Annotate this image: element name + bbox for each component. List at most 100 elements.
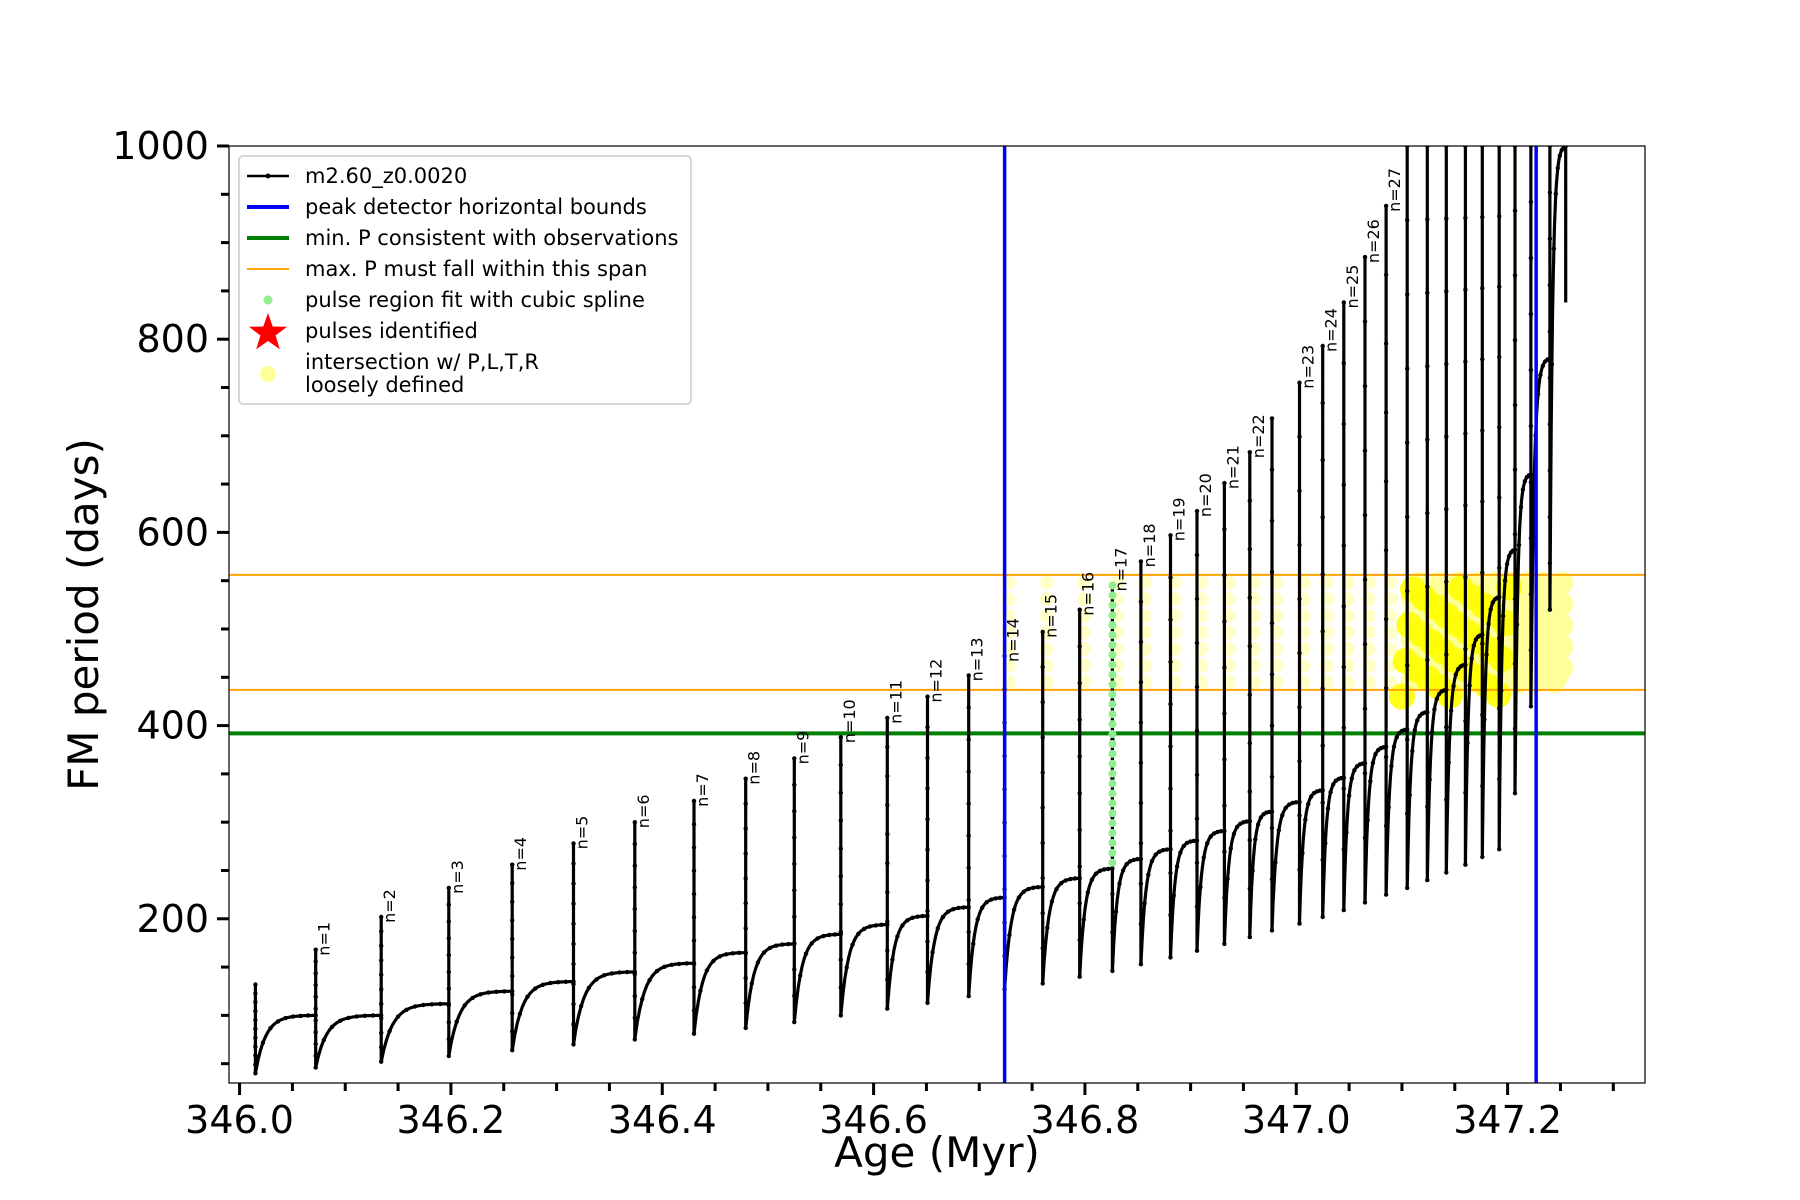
track-point — [792, 993, 797, 998]
intersection-marker — [1388, 683, 1415, 710]
track-point — [1434, 696, 1440, 702]
track-point — [1320, 400, 1325, 406]
track-point — [1497, 214, 1502, 219]
spline-point — [1108, 631, 1117, 640]
track-point — [691, 845, 697, 850]
track-point — [1425, 364, 1430, 369]
track-point — [1247, 819, 1253, 824]
spline-point — [1108, 769, 1117, 778]
track-point — [1405, 366, 1410, 371]
track-point — [502, 989, 507, 994]
track-point — [867, 924, 873, 929]
track-point — [1463, 503, 1468, 508]
track-point — [1297, 799, 1302, 805]
track-point — [1113, 909, 1119, 914]
track-point — [313, 1065, 318, 1070]
track-point — [773, 943, 779, 948]
track-point — [1297, 542, 1302, 548]
track-point — [1208, 834, 1213, 839]
track-point — [1373, 752, 1378, 757]
track-point — [1168, 847, 1173, 852]
track-point — [510, 1048, 515, 1053]
track-point — [632, 1015, 637, 1020]
track-point — [1512, 661, 1518, 666]
spline-point — [1108, 591, 1117, 600]
track-point — [571, 901, 576, 906]
track-point — [1194, 684, 1200, 690]
track-point — [1480, 286, 1485, 291]
track-point — [1405, 885, 1410, 891]
legend-label: pulses identified — [305, 319, 478, 343]
track-point — [691, 938, 697, 943]
track-point — [1040, 735, 1045, 740]
track-point — [743, 926, 748, 931]
track-point — [1497, 636, 1502, 641]
pulse-label: n=5 — [573, 816, 592, 850]
track-point — [329, 1024, 335, 1030]
track-point — [1500, 613, 1506, 619]
track-point — [632, 1037, 637, 1042]
track-point — [1506, 553, 1512, 559]
track-point — [838, 818, 843, 823]
track-point — [966, 833, 971, 838]
track-point — [792, 835, 797, 840]
y-tick-label: 800 — [136, 317, 209, 361]
track-point — [1194, 772, 1200, 778]
track-point — [1093, 871, 1099, 876]
track-point — [1120, 868, 1126, 873]
pulse-label: n=23 — [1299, 345, 1318, 389]
track-point — [563, 979, 568, 984]
track-point — [1194, 860, 1200, 865]
track-point — [1362, 761, 1368, 766]
track-point — [905, 918, 910, 923]
track-point — [1362, 513, 1368, 518]
track-point — [1425, 217, 1430, 222]
track-point — [925, 694, 930, 699]
track-point — [1077, 827, 1082, 833]
track-point — [379, 987, 384, 992]
track-point — [379, 914, 384, 920]
track-point — [313, 982, 318, 988]
track-point — [338, 1018, 343, 1023]
track-point — [1480, 783, 1485, 789]
track-point — [632, 820, 637, 825]
track-point — [1138, 841, 1144, 846]
track-point — [1341, 300, 1347, 305]
track-point — [1072, 876, 1078, 881]
track-point — [691, 915, 697, 920]
track-point — [1405, 588, 1410, 594]
pulse-label: n=25 — [1343, 265, 1362, 309]
track-point — [1531, 520, 1536, 525]
track-point — [1341, 847, 1347, 852]
track-point — [1320, 343, 1325, 349]
track-point — [395, 1014, 401, 1019]
intersection-marker — [1039, 575, 1054, 590]
track-point — [1160, 848, 1166, 853]
track-point — [966, 705, 971, 710]
track-point — [1444, 289, 1449, 294]
track-point — [1514, 622, 1520, 627]
pulse-label: n=26 — [1364, 219, 1383, 263]
track-point — [743, 801, 748, 806]
track-point — [1427, 777, 1432, 782]
y-tick-label: 200 — [136, 897, 209, 941]
track-point — [1222, 711, 1227, 716]
track-point — [533, 986, 538, 991]
track-point — [1194, 948, 1200, 953]
track-point — [1444, 687, 1449, 692]
track-point — [1168, 913, 1173, 918]
track-point — [1283, 805, 1288, 811]
track-point — [446, 1053, 451, 1059]
track-point — [1097, 868, 1103, 873]
track-point — [1497, 284, 1502, 289]
track-point — [832, 932, 838, 937]
track-point — [275, 1019, 281, 1024]
track-point — [1247, 644, 1253, 649]
track-point — [1222, 480, 1227, 486]
track-point — [1383, 272, 1389, 277]
spline-point — [1108, 848, 1117, 857]
track-point — [446, 969, 451, 975]
track-point — [379, 1001, 384, 1006]
track-point — [438, 1001, 443, 1007]
track-point — [1081, 917, 1087, 922]
